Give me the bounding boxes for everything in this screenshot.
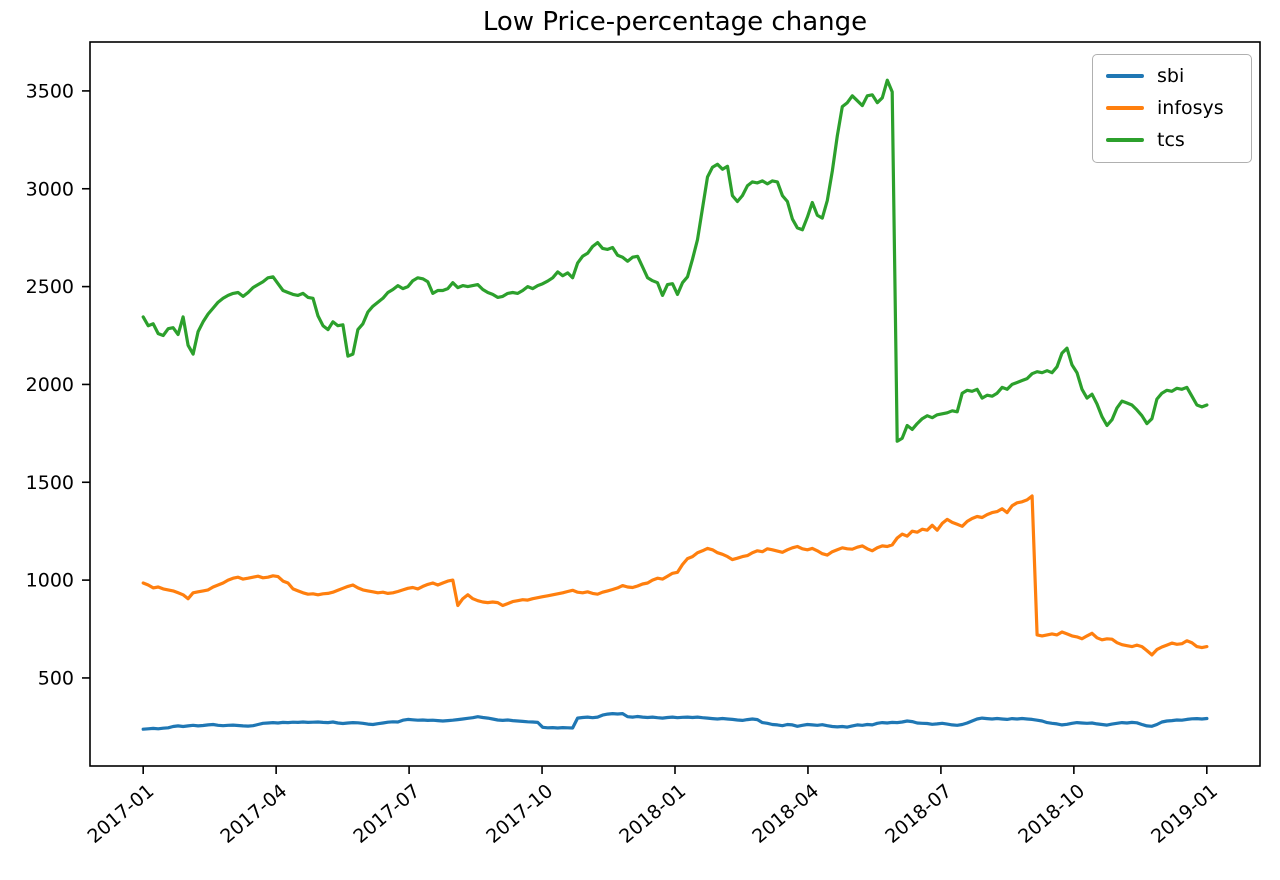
y-tick-label: 1000	[26, 570, 74, 592]
legend-item-sbi: sbi	[1106, 66, 1238, 87]
x-tick-label: 2018-07	[881, 780, 956, 848]
x-tick-label: 2017-04	[216, 780, 291, 848]
legend-item-infosys: infosys	[1106, 96, 1238, 119]
x-tick-label: 2018-04	[748, 780, 823, 848]
x-tick-label: 2018-01	[615, 780, 690, 848]
y-tick-label: 3000	[26, 178, 74, 200]
series-line-tcs	[141, 78, 1209, 443]
x-tick-label: 2017-10	[482, 780, 557, 848]
series-line-sbi	[141, 711, 1209, 731]
y-tick-label: 500	[38, 667, 74, 689]
y-tick-label: 2000	[26, 374, 74, 396]
legend: sbi infosys tcs	[1092, 54, 1252, 163]
legend-label-tcs: tcs	[1157, 128, 1185, 151]
axes-border	[89, 41, 1261, 767]
y-tick-label: 1500	[26, 472, 74, 494]
x-tick-label: 2019-01	[1147, 780, 1222, 848]
x-tick-label: 2017-07	[349, 780, 424, 848]
legend-label-sbi: sbi	[1157, 65, 1185, 87]
legend-line-swatch-infosys	[1106, 106, 1144, 111]
series-line-infosys	[141, 494, 1209, 657]
legend-item-tcs: tcs	[1106, 128, 1238, 151]
legend-line-swatch-tcs	[1106, 138, 1144, 143]
x-tick-label: 2018-10	[1014, 780, 1089, 848]
x-tick-label: 2017-01	[83, 780, 158, 848]
y-tick-label: 3500	[26, 80, 74, 102]
legend-line-swatch-sbi	[1106, 74, 1144, 79]
y-tick-label: 2500	[26, 276, 74, 298]
chart-title: Low Price-percentage change	[482, 7, 868, 37]
legend-label-infosys: infosys	[1157, 96, 1224, 119]
